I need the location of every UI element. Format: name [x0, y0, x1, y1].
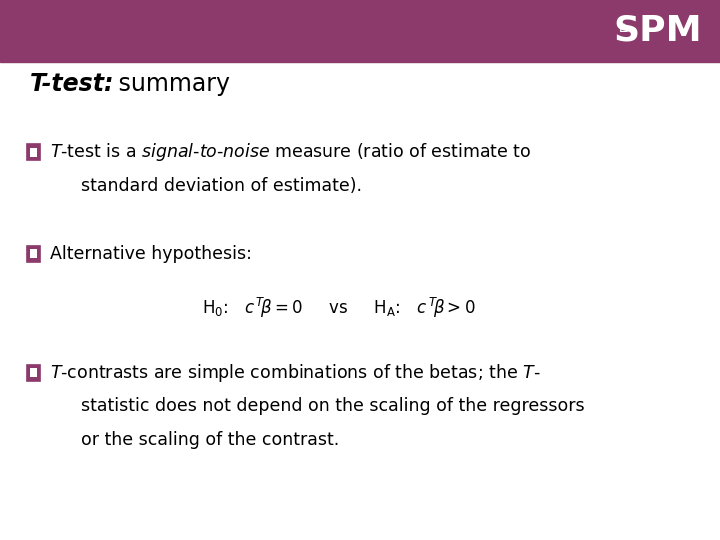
Text: $\mathit{T}$-contrasts are simple combinations of the betas; the $\mathit{T}$-: $\mathit{T}$-contrasts are simple combin…: [50, 362, 541, 383]
Text: SPM: SPM: [613, 14, 702, 47]
FancyBboxPatch shape: [27, 246, 40, 262]
Text: or the scaling of the contrast.: or the scaling of the contrast.: [81, 430, 340, 449]
Bar: [0, 0, 720, 62]
Text: $\mathrm{H_0}$:   $c^{\,T}\!\beta = 0$     vs     $\mathrm{H_A}$:   $c^{\,T}\!\b: $\mathrm{H_0}$: $c^{\,T}\!\beta = 0$ vs …: [202, 296, 475, 320]
Text: standard deviation of estimate).: standard deviation of estimate).: [81, 177, 362, 195]
Text: $\mathit{T}$-test is a $\mathit{signal}$-$\mathit{to}$-$\mathit{noise}$ measure : $\mathit{T}$-test is a $\mathit{signal}$…: [50, 141, 531, 163]
FancyBboxPatch shape: [30, 368, 37, 377]
Text: ⌂: ⌂: [619, 20, 629, 35]
FancyBboxPatch shape: [27, 364, 40, 381]
Text: statistic does not depend on the scaling of the regressors: statistic does not depend on the scaling…: [81, 397, 585, 415]
Text: Alternative hypothesis:: Alternative hypothesis:: [50, 245, 252, 263]
Text: T-test:: T-test:: [30, 72, 114, 96]
FancyBboxPatch shape: [27, 144, 40, 160]
FancyBboxPatch shape: [30, 148, 37, 157]
FancyBboxPatch shape: [30, 249, 37, 258]
Text: summary: summary: [111, 72, 230, 96]
